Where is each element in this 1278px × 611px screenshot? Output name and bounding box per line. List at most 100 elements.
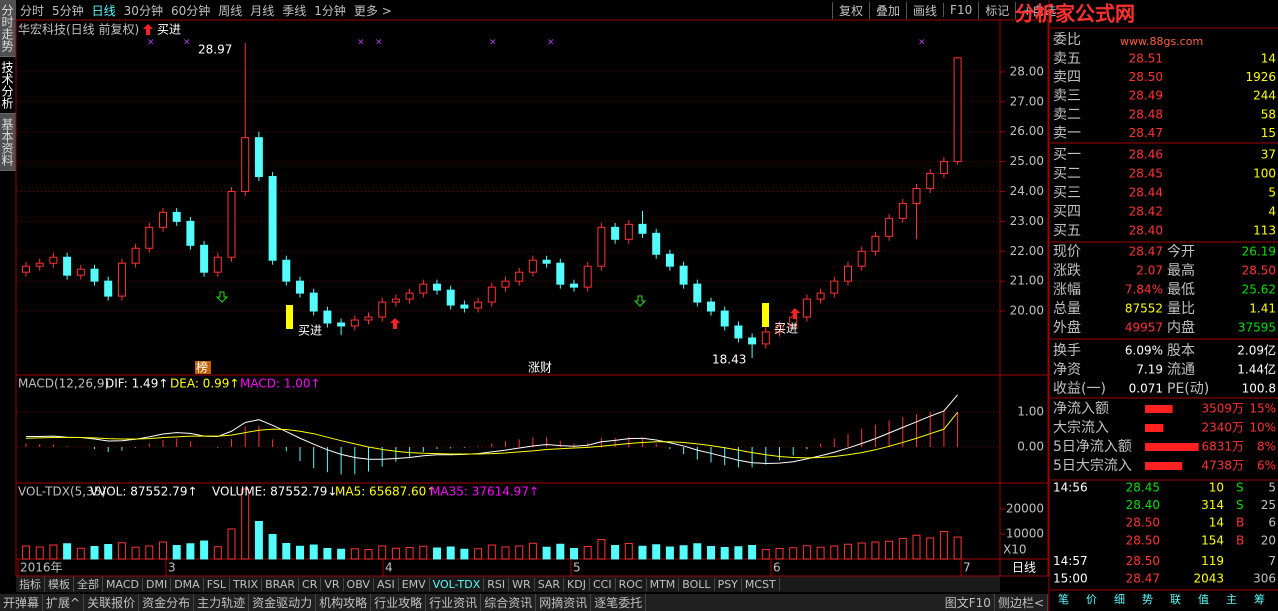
indicator-tab[interactable]: MACD	[103, 577, 143, 591]
down-arrow	[633, 295, 647, 307]
book-label: 买五	[1053, 223, 1081, 239]
side-tab[interactable]: 技术分析	[0, 57, 16, 114]
status-item[interactable]: 逐笔委托	[591, 594, 647, 611]
candle-body	[830, 280, 839, 294]
quote-value: 25.62	[1242, 283, 1276, 297]
book-volume: 4	[1268, 205, 1276, 219]
menu-item[interactable]: 1分钟	[314, 3, 346, 18]
status-item[interactable]: 扩展^	[43, 594, 85, 611]
indicator-tab[interactable]: DMA	[171, 577, 204, 591]
status-item[interactable]: 关联报价	[84, 594, 140, 611]
indicator-tab[interactable]: FSL	[204, 577, 230, 591]
tick-count: 306	[1253, 572, 1276, 586]
tick-side: B	[1236, 533, 1244, 547]
toolbar-button[interactable]: 复权	[832, 1, 869, 19]
indicator-tab[interactable]: MTM	[647, 577, 680, 591]
candle-body	[474, 301, 483, 309]
quote-label: 流通	[1167, 362, 1195, 378]
panel-icon: 联	[1170, 593, 1181, 606]
candle-body	[857, 250, 866, 267]
volume-bar	[624, 543, 633, 560]
menu-item[interactable]: 月线	[250, 3, 275, 18]
candle-body	[665, 253, 674, 267]
indicator-tab[interactable]: ROC	[616, 577, 647, 591]
indicator-tab[interactable]: SAR	[535, 577, 565, 591]
volume-bar	[528, 542, 537, 560]
volume-bar	[748, 545, 757, 560]
candle-body	[707, 301, 715, 312]
indicator-tab[interactable]: PSY	[715, 577, 742, 591]
volume-bar	[816, 546, 825, 560]
flow-bar	[1145, 443, 1199, 451]
toolbar-button[interactable]: 画线	[906, 1, 943, 19]
status-item[interactable]: 综合资讯	[481, 594, 537, 611]
book-price: 28.45	[1129, 167, 1163, 181]
candle-body	[816, 292, 825, 300]
indicator-tab[interactable]: WR	[509, 577, 535, 591]
menu-item[interactable]: 更多 >	[353, 3, 392, 18]
quote-label: 最低	[1167, 282, 1195, 298]
candle-body	[227, 190, 236, 258]
indicator-tab[interactable]: OBV	[344, 577, 374, 591]
indicator-tab[interactable]: KDJ	[564, 577, 590, 591]
menu-item[interactable]: 60分钟	[170, 3, 211, 18]
indicator-tab[interactable]: MCST	[742, 577, 780, 591]
indicator-tab[interactable]: VOL-TDX	[430, 577, 485, 591]
quote-label: 外盘	[1053, 319, 1081, 336]
quote-label: 内盘	[1167, 319, 1195, 336]
candle-body	[254, 137, 263, 178]
toolbar-button[interactable]: +自选	[1015, 1, 1062, 19]
toolbar-button[interactable]: 标记	[978, 1, 1015, 19]
macd-line	[26, 394, 958, 464]
menu-item[interactable]: 30分钟	[123, 3, 163, 18]
toolbar-button[interactable]: F10	[943, 3, 978, 17]
flow-pct: 8%	[1257, 440, 1276, 454]
indicator-tabs: 指标 模板 全部 MACD DMI DMA FSL TRIX BRAR CR VR OBV ASI EMV…	[16, 576, 1000, 592]
flow-label: 5日净流入额	[1053, 439, 1132, 455]
volume-bar	[296, 545, 304, 560]
menu-item[interactable]: 季线	[282, 3, 307, 18]
menu-item[interactable]: 日线	[91, 3, 116, 18]
indicator-tab[interactable]: 全部	[74, 576, 103, 592]
status-item[interactable]: 主力轨迹	[194, 594, 250, 611]
toolbar-button[interactable]: 叠加	[869, 1, 906, 19]
candle-body	[515, 271, 524, 282]
book-label: 卖五	[1053, 51, 1081, 67]
legend-entry: VOLUME: 87552.79↓	[212, 485, 337, 499]
status-item[interactable]: 侧边栏<	[995, 594, 1048, 611]
quote-label: 量比	[1167, 301, 1195, 317]
menu-item[interactable]: 分时	[20, 3, 45, 18]
indicator-tab[interactable]: TRIX	[230, 577, 263, 591]
indicator-tab[interactable]: BRAR	[262, 577, 300, 591]
candle-body	[405, 292, 414, 300]
book-volume: 113	[1253, 224, 1276, 238]
indicator-tab[interactable]: DMI	[143, 577, 172, 591]
volume-bar	[268, 534, 277, 560]
indicator-tab[interactable]: 模板	[45, 576, 74, 592]
indicator-tab[interactable]: BOLL	[679, 577, 715, 591]
candle-body	[898, 202, 907, 219]
indicator-tab[interactable]: EMV	[399, 577, 430, 591]
status-item[interactable]: 机构攻略	[316, 594, 372, 611]
side-tab[interactable]: 分时走势	[0, 0, 16, 57]
menu-item[interactable]: 周线	[218, 3, 243, 18]
volume-bar	[49, 544, 58, 560]
menu-item[interactable]: 5分钟	[52, 3, 84, 18]
status-item[interactable]: 行业资讯	[426, 594, 482, 611]
indicator-tab[interactable]: ASI	[374, 577, 399, 591]
status-item[interactable]: 图文F10	[942, 594, 995, 611]
status-item[interactable]: 网摘资讯	[536, 594, 592, 611]
side-tab[interactable]: 基本资料	[0, 114, 16, 171]
indicator-tab[interactable]: CR	[299, 577, 322, 591]
status-item[interactable]: 资金驱动力	[249, 594, 317, 611]
indicator-tab[interactable]: CCI	[590, 577, 616, 591]
book-price: 28.40	[1129, 224, 1163, 238]
tick-price: 28.50	[1126, 516, 1160, 530]
indicator-tab[interactable]: 指标	[16, 576, 45, 592]
indicator-tab[interactable]: RSI	[484, 577, 510, 591]
quote-value: 87552	[1125, 302, 1163, 316]
status-item[interactable]: 开弹幕	[0, 594, 44, 611]
status-item[interactable]: 资金分布	[139, 594, 195, 611]
indicator-tab[interactable]: VR	[321, 577, 344, 591]
status-item[interactable]: 行业攻略	[371, 594, 427, 611]
